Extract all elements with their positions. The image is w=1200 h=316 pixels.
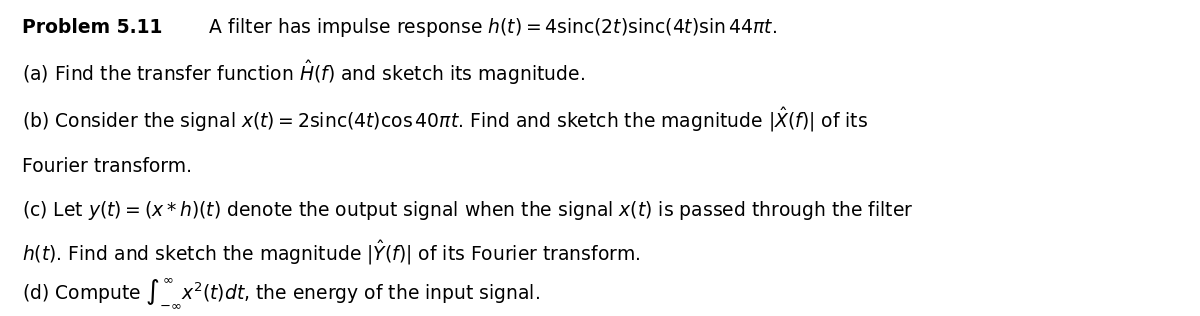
Text: A filter has impulse response $h(t) = 4\mathrm{sinc}(2t)\mathrm{sinc}(4t)\sin 44: A filter has impulse response $h(t) = 4\…: [203, 16, 776, 39]
Text: (a) Find the transfer function $\hat{H}(f)$ and sketch its magnitude.: (a) Find the transfer function $\hat{H}(…: [22, 58, 584, 87]
Text: Fourier transform.: Fourier transform.: [22, 157, 192, 176]
Text: (c) Let $y(t) = (x*h)(t)$ denote the output signal when the signal $x(t)$ is pas: (c) Let $y(t) = (x*h)(t)$ denote the out…: [22, 199, 913, 222]
Text: (d) Compute $\int_{-\infty}^{\infty} x^2(t)dt$, the energy of the input signal.: (d) Compute $\int_{-\infty}^{\infty} x^2…: [22, 275, 540, 310]
Text: Problem 5.11: Problem 5.11: [22, 18, 162, 37]
Text: (b) Consider the signal $x(t) = 2\mathrm{sinc}(4t)\cos 40\pi t$. Find and sketch: (b) Consider the signal $x(t) = 2\mathrm…: [22, 106, 868, 135]
Text: $h(t)$. Find and sketch the magnitude $|\hat{Y}(f)|$ of its Fourier transform.: $h(t)$. Find and sketch the magnitude $|…: [22, 238, 640, 267]
